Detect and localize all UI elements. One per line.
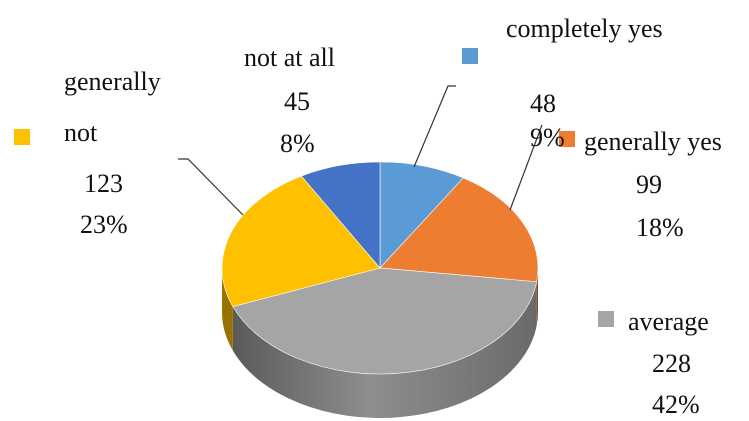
leader-line-generally-not <box>178 158 244 216</box>
pie-side-generally-yes <box>536 268 538 326</box>
legend-marker-generally-yes <box>559 131 575 147</box>
category-label-not-at-all: not at all <box>244 43 335 72</box>
category-label-completely-yes: completely yes <box>506 14 663 43</box>
category-label-generally-not-line1: generally <box>64 67 161 96</box>
pie-top <box>221 161 539 375</box>
value-label-generally-not: 123 <box>84 169 123 198</box>
legend-marker-completely-yes <box>462 48 478 64</box>
pie-slice-average <box>232 267 538 375</box>
pie-slice-generally-yes <box>379 177 539 283</box>
value-label-completely-yes: 48 <box>530 89 556 118</box>
percent-label-completely-yes: 9% <box>530 123 565 152</box>
category-label-generally-not-line2: not <box>64 118 98 147</box>
value-label-generally-yes: 99 <box>636 170 662 199</box>
value-label-average: 228 <box>652 349 691 378</box>
percent-label-average: 42% <box>652 390 700 419</box>
pie-slice-completely-yes <box>379 161 464 269</box>
pie-slice-generally-not <box>221 175 381 307</box>
value-label-not-at-all: 45 <box>284 87 310 116</box>
legend-marker-generally-not <box>14 129 30 145</box>
percent-label-not-at-all: 8% <box>280 129 315 158</box>
pie-slice-not-at-all <box>300 161 381 269</box>
category-label-average: average <box>628 307 709 336</box>
percent-label-generally-yes: 18% <box>636 213 684 242</box>
percent-label-generally-not: 23% <box>80 210 128 239</box>
category-label-generally-yes: generally yes <box>584 127 722 156</box>
pie-side-average <box>232 281 537 419</box>
legend-marker-average <box>598 311 614 327</box>
leader-line-completely-yes <box>413 85 456 168</box>
leader-line-generally-yes <box>509 124 543 211</box>
